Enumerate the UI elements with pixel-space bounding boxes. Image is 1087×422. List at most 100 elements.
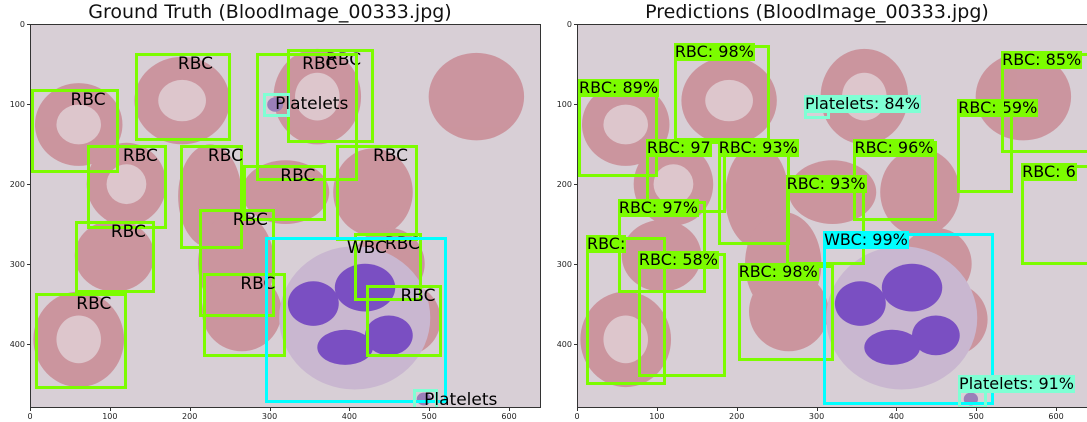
y-tick-label: 0	[19, 20, 25, 29]
rbc-box	[34, 293, 127, 389]
rbc-label: RBC	[373, 146, 409, 166]
rbc-label: RBC	[232, 210, 268, 230]
rbc-box	[256, 53, 359, 181]
rbc-label: RBC: 96%	[853, 138, 935, 157]
y-tick-label: 300	[9, 260, 25, 269]
platelets-label: Platelets: 84%	[803, 94, 921, 113]
ground-truth-title: Ground Truth (BloodImage_00333.jpg)	[88, 1, 452, 23]
platelets-label: Platelets: 91%	[958, 374, 1075, 393]
ground-truth-annotations: RBC RBC RBC RBC RBC RBC RBC RBC RBC RBC RBC RBC RBC R…	[31, 25, 540, 407]
x-tick-mark	[189, 408, 191, 411]
prediction-annotations: RBC: 89% RBC: 98% Platelets: 84% RBC: 59% RB…	[578, 25, 1087, 407]
rbc-box	[637, 253, 726, 377]
wbc-box	[264, 237, 447, 404]
rbc-label: RBC: 89%	[578, 78, 660, 97]
y-tick-mark	[27, 24, 30, 25]
rbc-label: RBC	[122, 146, 158, 166]
y-tick-mark	[27, 184, 30, 185]
y-tick-label: 100	[556, 100, 572, 109]
y-tick-mark	[574, 184, 577, 185]
y-tick-label: 0	[566, 20, 572, 29]
predictions-panel: Predictions (BloodImage_00333.jpg)	[547, 0, 1087, 422]
x-tick-mark	[109, 408, 111, 411]
y-tick-mark	[27, 264, 30, 265]
x-tick-label: 200	[182, 412, 198, 421]
x-tick-label: 500	[968, 412, 984, 421]
x-tick-mark	[509, 408, 511, 411]
rbc-box	[134, 53, 231, 141]
rbc-label: RBC: 97	[645, 138, 712, 157]
y-tick-label: 200	[9, 180, 25, 189]
x-tick-label: 100	[649, 412, 665, 421]
rbc-box	[242, 165, 327, 221]
x-tick-mark	[349, 408, 351, 411]
y-tick-label: 400	[556, 340, 572, 349]
x-tick-mark	[976, 408, 978, 411]
rbc-label: RBC:	[585, 234, 627, 253]
platelets-box	[262, 93, 291, 117]
rbc-box	[74, 221, 155, 293]
rbc-label: RBC	[280, 166, 316, 186]
rbc-label: RBC: 93%	[717, 138, 799, 157]
rbc-box	[86, 145, 167, 229]
x-tick-mark	[736, 408, 738, 411]
y-tick-mark	[574, 24, 577, 25]
rbc-box	[179, 145, 243, 249]
rbc-label: RBC: 93%	[785, 174, 867, 193]
x-tick-label: 500	[421, 412, 437, 421]
rbc-label: RBC: 6	[1021, 162, 1077, 181]
rbc-label: RBC	[400, 286, 436, 306]
x-tick-label: 600	[1048, 412, 1064, 421]
x-tick-mark	[269, 408, 271, 411]
y-tick-label: 400	[9, 340, 25, 349]
rbc-label: RBC	[70, 90, 106, 110]
y-tick-mark	[27, 104, 30, 105]
x-tick-label: 300	[808, 412, 825, 421]
y-tick-mark	[574, 264, 577, 265]
platelets-label: Platelets	[424, 390, 498, 408]
y-tick-mark	[27, 344, 30, 345]
x-tick-mark	[816, 408, 818, 411]
y-tick-mark	[574, 104, 577, 105]
wbc-label: WBC: 99%	[823, 230, 909, 249]
y-tick-mark	[574, 344, 577, 345]
x-tick-mark	[896, 408, 898, 411]
x-tick-label: 100	[102, 412, 118, 421]
rbc-box	[198, 209, 275, 317]
rbc-label: RBC: 98%	[673, 42, 755, 61]
rbc-label: RBC	[76, 294, 112, 314]
rbc-label: RBC: 59%	[957, 98, 1039, 117]
x-tick-mark	[429, 408, 431, 411]
y-tick-label: 200	[556, 180, 572, 189]
predictions-image: RBC: 89% RBC: 98% Platelets: 84% RBC: 59% RB…	[577, 24, 1087, 408]
x-tick-mark	[30, 408, 31, 411]
wbc-label: WBC	[346, 238, 387, 258]
rbc-label: RBC	[110, 222, 146, 242]
rbc-label: RBC	[177, 54, 213, 74]
blood-smear-image	[31, 25, 540, 407]
ground-truth-panel: Ground Truth (BloodImage_00333.jpg)	[0, 0, 541, 422]
x-tick-label: 400	[341, 412, 358, 421]
x-tick-label: 0	[27, 412, 33, 421]
x-tick-label: 300	[261, 412, 278, 421]
platelets-box	[412, 389, 439, 407]
x-tick-mark	[656, 408, 658, 411]
rbc-label: RBC	[207, 146, 243, 166]
rbc-box	[31, 89, 119, 173]
x-tick-label: 200	[729, 412, 745, 421]
rbc-label: RBC: 58%	[637, 250, 719, 269]
rbc-box	[366, 285, 443, 357]
predictions-title: Predictions (BloodImage_00333.jpg)	[645, 1, 989, 23]
y-tick-label: 300	[556, 260, 572, 269]
rbc-label: RBC: 98%	[737, 262, 819, 281]
ground-truth-image: RBC RBC RBC RBC RBC RBC RBC RBC RBC RBC RBC RBC RBC R…	[30, 24, 541, 408]
rbc-box	[202, 273, 287, 357]
x-tick-label: 0	[574, 412, 580, 421]
rbc-label: RBC: 85%	[1001, 50, 1083, 69]
platelets-label: Platelets	[275, 94, 349, 114]
rbc-box	[354, 233, 423, 301]
x-tick-mark	[1056, 408, 1058, 411]
x-tick-mark	[577, 408, 578, 411]
y-tick-label: 100	[9, 100, 25, 109]
x-tick-label: 400	[888, 412, 905, 421]
